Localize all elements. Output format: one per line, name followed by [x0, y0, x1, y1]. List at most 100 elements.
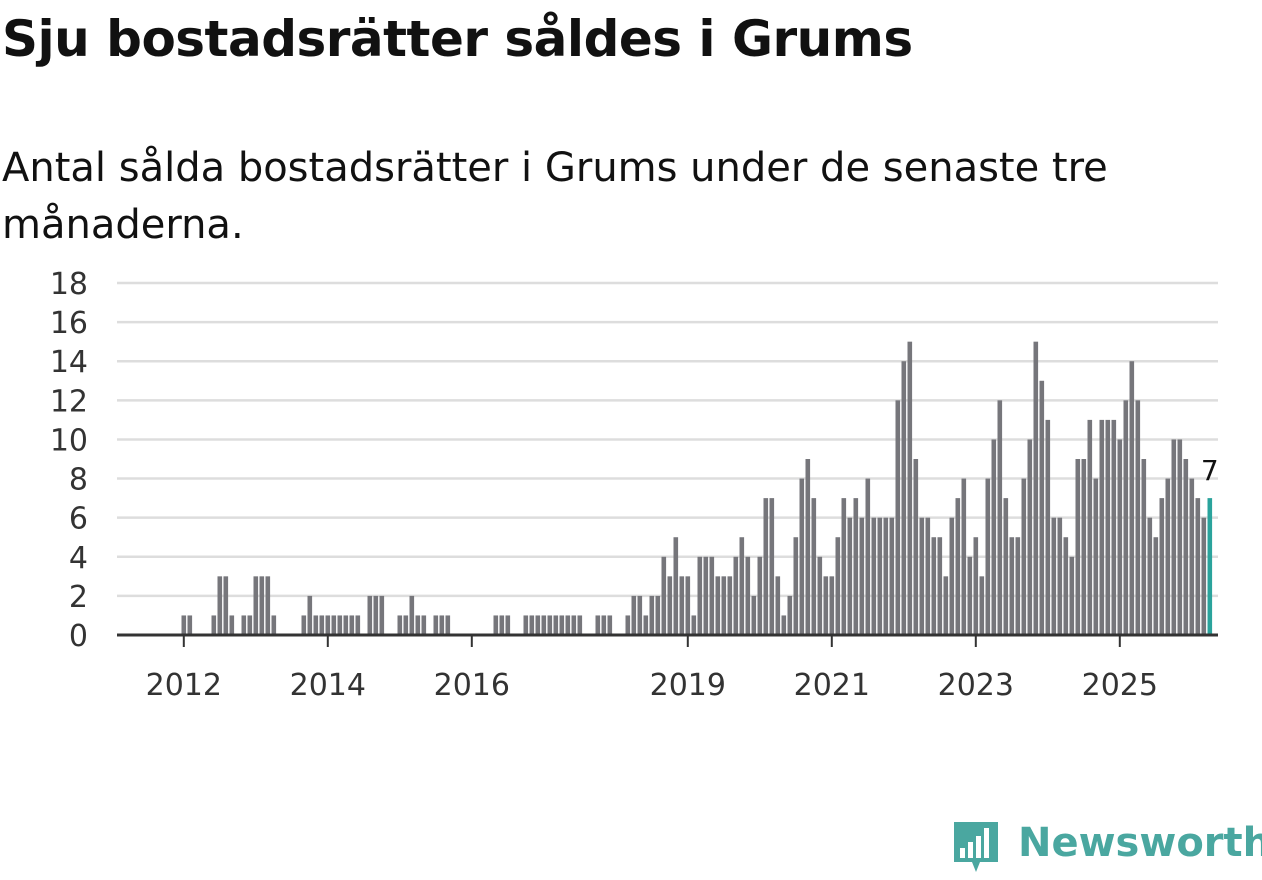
bar: [1195, 498, 1201, 635]
bar: [241, 615, 247, 635]
bar: [1069, 556, 1075, 635]
chart-title: Sju bostadsrätter såldes i Grums: [2, 10, 913, 68]
bar: [859, 517, 865, 635]
bar: [211, 615, 217, 635]
bar: [973, 537, 979, 635]
bar: [637, 595, 643, 635]
bar: [751, 595, 757, 635]
y-tick-label: 6: [69, 502, 88, 537]
bar: [325, 615, 331, 635]
bar: [967, 556, 973, 635]
bar: [1015, 537, 1021, 635]
bar: [553, 615, 559, 635]
bar: [1153, 537, 1159, 635]
bar: [943, 576, 949, 635]
bar: [979, 576, 985, 635]
bar: [181, 615, 187, 635]
bar: [823, 576, 829, 635]
bar: [1009, 537, 1015, 635]
bar: [397, 615, 403, 635]
bar: [847, 517, 853, 635]
bar: [931, 537, 937, 635]
bar: [985, 478, 991, 635]
bar: [535, 615, 541, 635]
bar: [343, 615, 349, 635]
bar: [445, 615, 451, 635]
bar: [1177, 439, 1183, 635]
bar: [355, 615, 361, 635]
bar: [775, 576, 781, 635]
x-tick-label: 2012: [146, 668, 222, 703]
bar: [1105, 419, 1111, 635]
bar: [625, 615, 631, 635]
bar: [253, 576, 259, 635]
bar: [1171, 439, 1177, 635]
bar: [835, 537, 841, 635]
brand-name: Newsworthy: [1018, 820, 1262, 866]
bar: [937, 537, 943, 635]
bar: [829, 576, 835, 635]
x-tick-label: 2016: [434, 668, 510, 703]
bar: [769, 498, 775, 635]
bar: [817, 556, 823, 635]
bar: [733, 556, 739, 635]
bars: [181, 341, 1213, 635]
bar: [313, 615, 319, 635]
bar: [403, 615, 409, 635]
bar: [919, 517, 925, 635]
bar: [505, 615, 511, 635]
bar: [1135, 400, 1141, 635]
bar: [763, 498, 769, 635]
bar: [709, 556, 715, 635]
x-axis-ticks: 2012 2014 2016 2019 2021 2023 2025: [146, 635, 1158, 703]
y-tick-label: 2: [69, 580, 88, 615]
bar: [961, 478, 967, 635]
bar: [739, 537, 745, 635]
bar: [433, 615, 439, 635]
annotations: 7: [1201, 454, 1219, 487]
bar: [217, 576, 223, 635]
bar: [799, 478, 805, 635]
y-tick-label: 10: [50, 423, 88, 458]
bar: [223, 576, 229, 635]
bar: [787, 595, 793, 635]
bar: [265, 576, 271, 635]
bar: [1189, 478, 1195, 635]
y-tick-label: 14: [50, 345, 88, 380]
bar: [1087, 419, 1093, 635]
newsworthy-logo-icon: [954, 822, 998, 872]
bar: [1201, 517, 1207, 635]
bar: [1051, 517, 1057, 635]
bar: [577, 615, 583, 635]
chart-subtitle: Antal sålda bostadsrätter i Grums under …: [2, 145, 1108, 248]
x-tick-label: 2019: [650, 668, 726, 703]
bar: [1093, 478, 1099, 635]
bar: [307, 595, 313, 635]
bar: [409, 595, 415, 635]
newsworthy-logo: Newsworthy: [950, 818, 1262, 878]
bar: [1027, 439, 1033, 635]
bar: [271, 615, 277, 635]
x-tick-label: 2014: [290, 668, 366, 703]
bar: [439, 615, 445, 635]
bar: [1129, 361, 1135, 635]
bar: [229, 615, 235, 635]
bar: [499, 615, 505, 635]
bar: [247, 615, 253, 635]
bar: [331, 615, 337, 635]
bar: [1183, 459, 1189, 635]
bar: [955, 498, 961, 635]
bar: [367, 595, 373, 635]
bar: [421, 615, 427, 635]
bar: [661, 556, 667, 635]
bar: [1039, 380, 1045, 635]
bar: [571, 615, 577, 635]
bar: [853, 498, 859, 635]
bar: [871, 517, 877, 635]
bar: [1081, 459, 1087, 635]
bar: [1003, 498, 1009, 635]
bar: [565, 615, 571, 635]
bar: [319, 615, 325, 635]
bar: [715, 576, 721, 635]
